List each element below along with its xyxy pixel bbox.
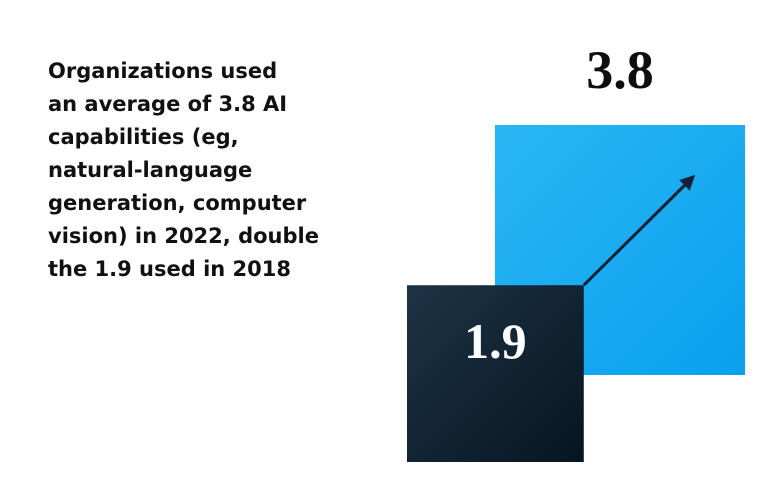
annotation-line: Organizations used — [48, 59, 277, 83]
annotation-line: vision) in 2022, double — [48, 224, 319, 248]
value-label: 3.8 — [586, 40, 654, 100]
annotation-line: an average of 3.8 AI — [48, 92, 287, 116]
growth-arrow — [582, 174, 696, 287]
annotation-line: natural-language — [48, 158, 252, 182]
value-square — [407, 285, 584, 462]
annotation-line: generation, computer — [48, 191, 307, 215]
annotation-line: capabilities (eg, — [48, 125, 239, 149]
value-label: 1.9 — [464, 313, 527, 369]
annotation-line: the 1.9 used in 2018 — [48, 257, 291, 281]
